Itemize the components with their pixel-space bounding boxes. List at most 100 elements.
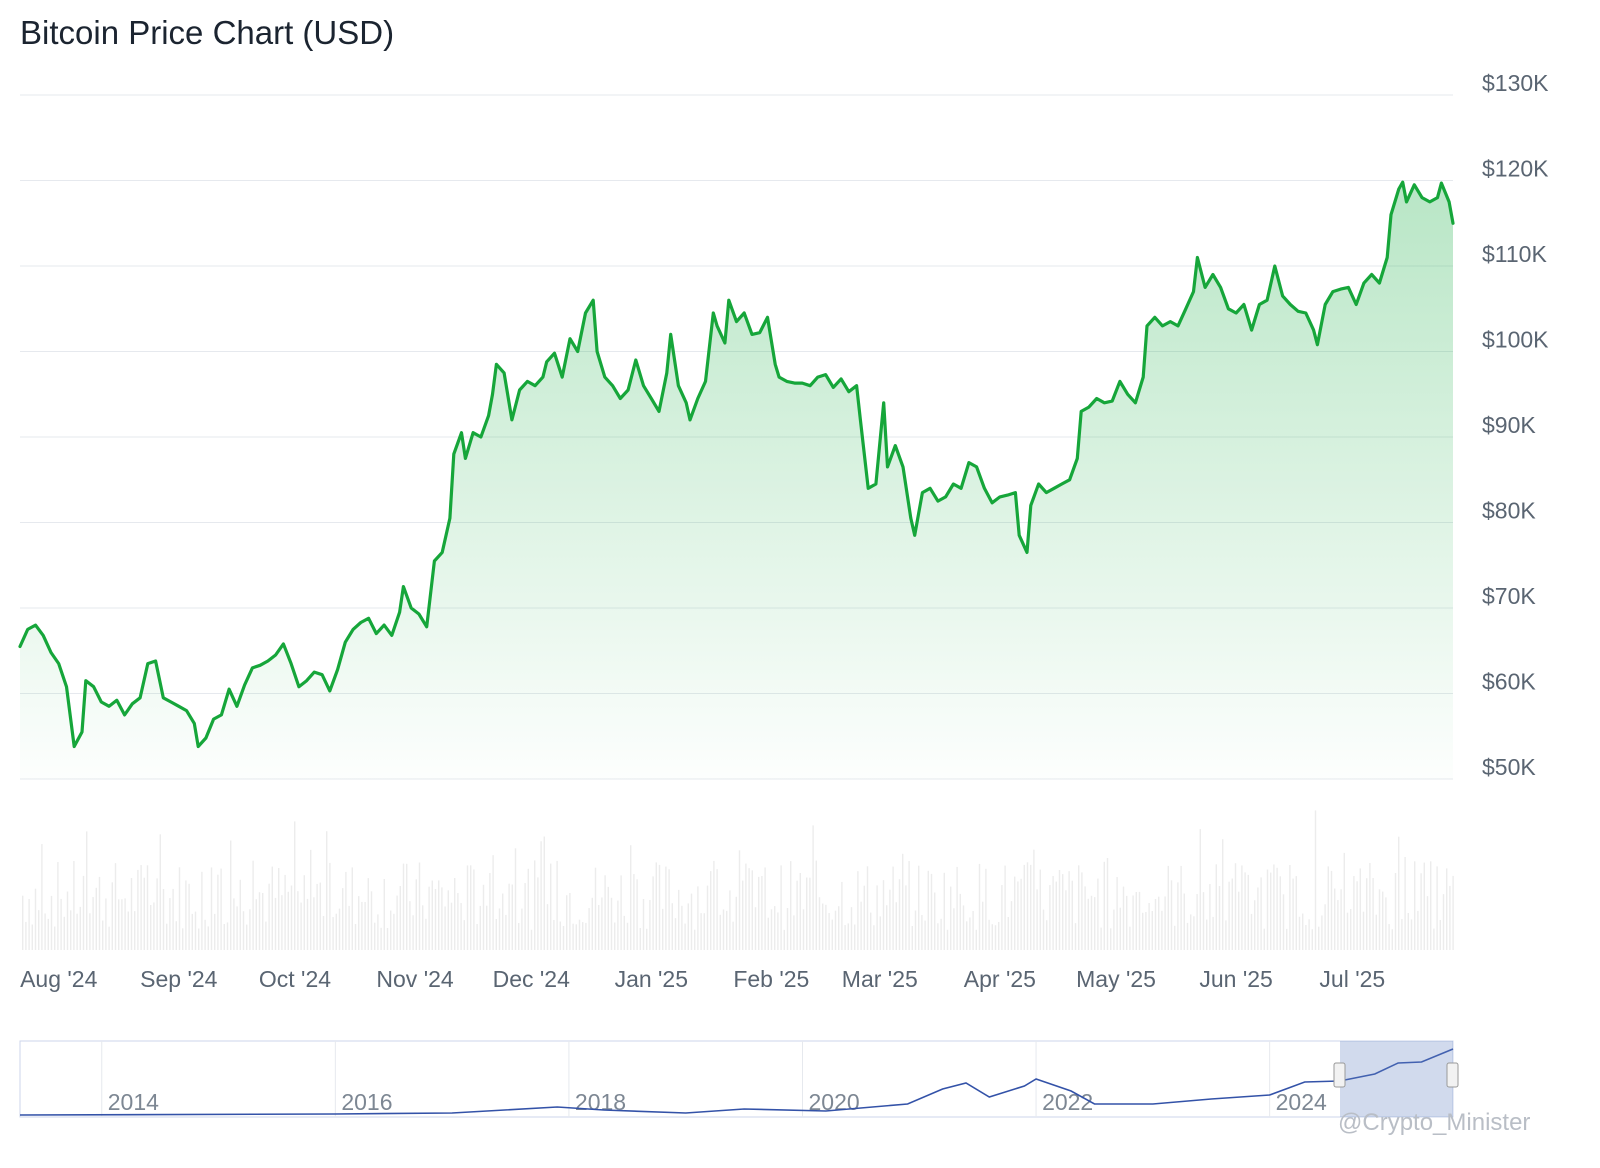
volume-bar: [348, 905, 350, 950]
volume-bar: [1180, 865, 1182, 950]
volume-bar: [156, 878, 158, 950]
volume-bar: [684, 923, 686, 950]
volume-bar: [921, 915, 923, 950]
volume-bar: [57, 862, 59, 950]
navigator-tick-label: 2022: [1042, 1089, 1093, 1115]
volume-bar: [1388, 924, 1390, 950]
volume-bar: [1452, 875, 1454, 950]
volume-bar: [140, 865, 142, 950]
volume-bar: [511, 884, 513, 950]
volume-bar: [47, 918, 49, 950]
volume-bar: [191, 913, 193, 950]
volume-bar: [1103, 861, 1105, 950]
navigator[interactable]: 2014 2016 2018 2020 2022 2024: [19, 1040, 1459, 1118]
volume-bar: [502, 893, 504, 950]
volume-bar: [489, 873, 491, 950]
volume-bar: [60, 898, 62, 950]
navigator-right-handle[interactable]: [1446, 1062, 1459, 1088]
volume-bar: [1049, 885, 1051, 950]
volume-bar: [457, 893, 459, 950]
volume-bar: [633, 874, 635, 950]
volume-bar: [1020, 878, 1022, 950]
volume-bar: [367, 878, 369, 950]
volume-bar: [713, 860, 715, 950]
x-tick-label: Jun '25: [1199, 966, 1272, 992]
volume-bar: [1362, 911, 1365, 950]
x-tick-label: Oct '24: [259, 966, 331, 992]
volume-bar: [559, 921, 561, 950]
volume-bar: [639, 928, 641, 950]
volume-bar: [338, 908, 341, 950]
volume-bar: [940, 918, 942, 950]
volume-bar: [1100, 927, 1102, 950]
volume-bar: [1372, 878, 1374, 950]
volume-bar: [278, 868, 280, 950]
volume-bar: [994, 925, 997, 950]
volume-bar: [508, 883, 510, 950]
volume-bar: [1004, 865, 1006, 950]
volume-bar: [425, 918, 427, 950]
price-line[interactable]: [18, 180, 1455, 749]
volume-bar: [1231, 878, 1233, 950]
volume-bar: [207, 926, 209, 950]
volume-bar: [38, 910, 40, 950]
volume-bar: [882, 880, 885, 950]
volume-bar: [1148, 903, 1150, 950]
volume-bar: [492, 855, 494, 950]
volume-bar: [956, 866, 958, 950]
volume-bar: [662, 908, 664, 950]
volume-bar: [1151, 911, 1153, 950]
volume-bar: [674, 918, 677, 950]
volume-bar: [895, 902, 897, 950]
volume-bar: [1353, 876, 1355, 950]
volume-bar: [1132, 895, 1134, 950]
volume-bar: [751, 870, 753, 950]
x-tick-label: May '25: [1076, 966, 1156, 992]
navigator-selection[interactable]: [1340, 1041, 1453, 1117]
volume-bar: [1257, 887, 1259, 950]
volume-bar: [1244, 872, 1246, 950]
volume-bar: [924, 920, 926, 950]
x-tick-label: Feb '25: [733, 966, 809, 992]
volume-bar: [646, 928, 648, 950]
volume-bar: [1183, 893, 1185, 950]
volume-bar: [630, 845, 632, 950]
x-tick-label: Apr '25: [964, 966, 1036, 992]
y-tick-label: $60K: [1482, 669, 1536, 695]
volume-bar: [1407, 913, 1409, 950]
volume-bar: [444, 906, 446, 950]
volume-bar: [937, 923, 939, 950]
volume-bar: [377, 914, 379, 950]
navigator-grid: 2014 2016 2018 2020 2022 2024: [101, 1041, 1327, 1117]
volume-bar: [319, 882, 321, 950]
volume-bar: [623, 915, 625, 950]
volume-bar: [1273, 864, 1275, 950]
volume-bar: [287, 891, 289, 950]
volume-bar: [214, 913, 216, 950]
volume-bar: [1014, 876, 1016, 950]
volume-bar: [1404, 857, 1406, 950]
volume-bar: [454, 878, 456, 950]
volume-bar: [198, 928, 200, 950]
volume-bar: [543, 836, 545, 950]
volume-bar: [1222, 839, 1224, 950]
volume-bar: [335, 913, 337, 950]
volume-bar: [812, 825, 814, 950]
volume-bar: [1065, 890, 1067, 950]
navigator-left-handle[interactable]: [1333, 1062, 1346, 1088]
volume-bar: [617, 900, 619, 950]
volume-bar: [918, 865, 920, 950]
volume-bar: [386, 928, 389, 950]
volume-bar: [1071, 880, 1073, 950]
volume-bar: [991, 924, 993, 950]
volume-bar: [124, 898, 126, 950]
volume-bar: [178, 867, 181, 950]
volume-bar: [1196, 894, 1198, 950]
volume-bar: [1036, 889, 1038, 950]
volume-bar: [342, 888, 344, 950]
volume-bar: [793, 915, 795, 950]
volume-bar: [553, 920, 555, 950]
volume-bar: [1177, 882, 1179, 950]
volume-bar: [761, 876, 763, 950]
